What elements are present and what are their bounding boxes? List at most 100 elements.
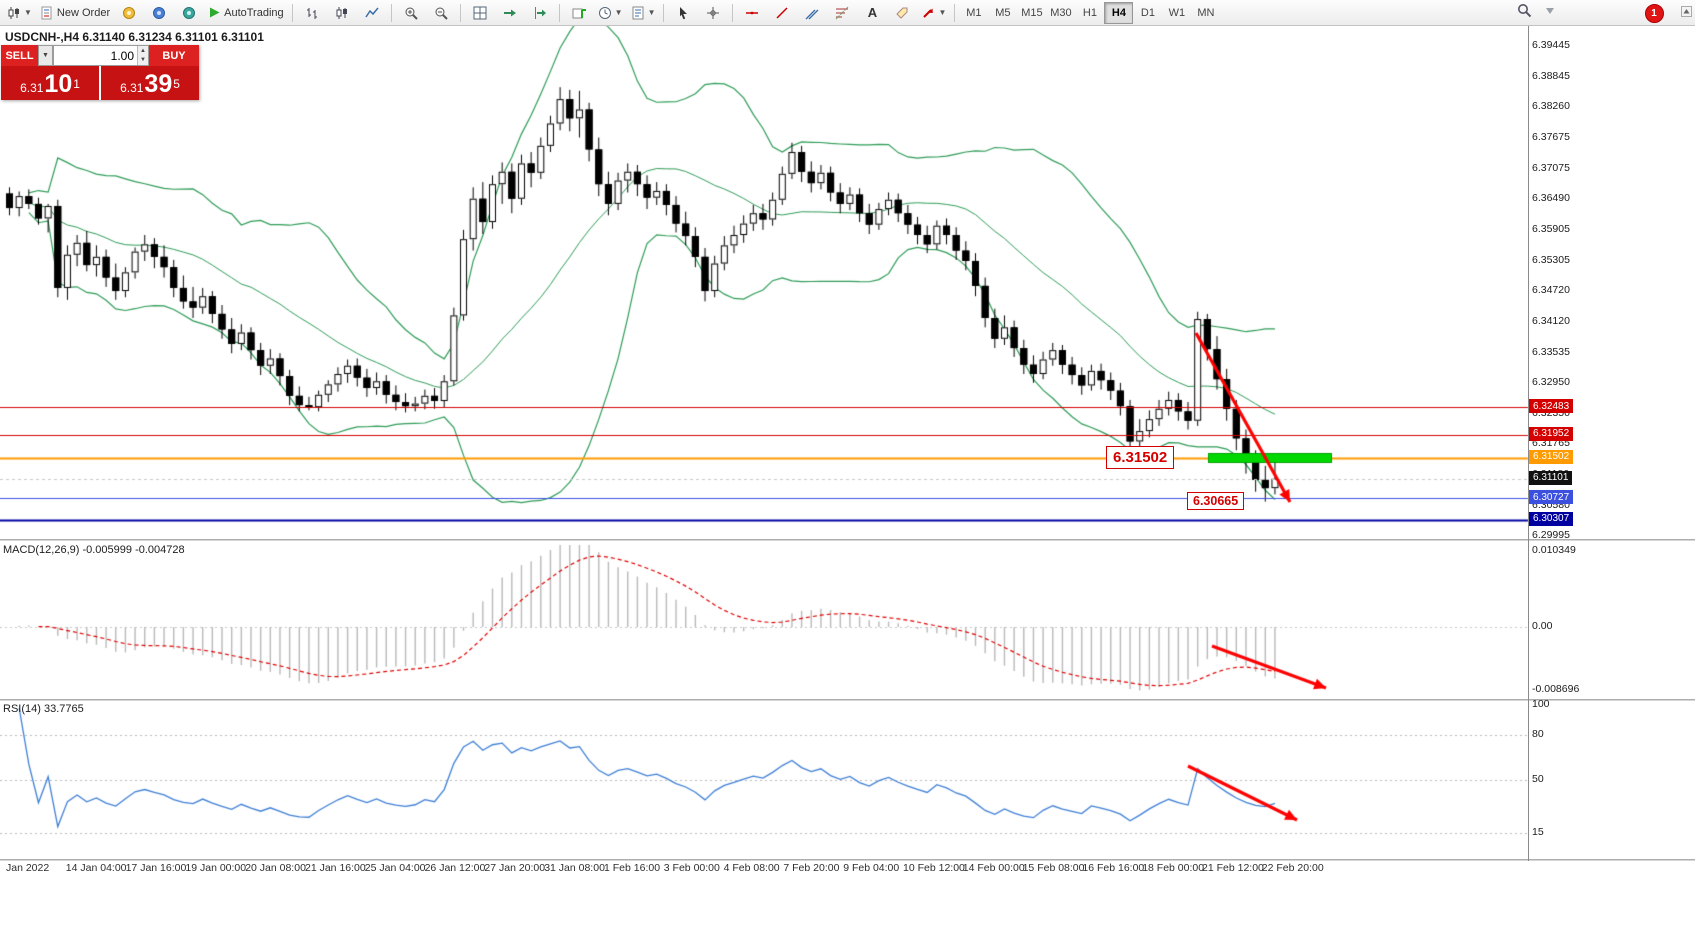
buy-price-button[interactable]: 6.31 39 5: [101, 66, 199, 100]
auto-scroll-icon: [503, 6, 517, 20]
zoom-in-button[interactable]: [396, 1, 426, 25]
horizontal-line-icon: [745, 6, 759, 20]
templates-menu-button[interactable]: ▼: [627, 1, 660, 25]
chevron-down-icon: ▼: [647, 7, 656, 17]
chevron-down-icon: ▼: [42, 52, 49, 59]
support-price-label[interactable]: 6.31502: [1106, 446, 1175, 469]
price-axis-label: 6.37675: [1532, 130, 1570, 143]
timeframe-button-m5[interactable]: M5: [995, 6, 1011, 19]
price-axis-badge: 6.32483: [1529, 399, 1574, 414]
zoom-out-icon: [434, 6, 448, 20]
candlestick-chart-icon: [7, 6, 21, 20]
channel-button[interactable]: [797, 1, 827, 25]
chevron-down-icon: ▼: [24, 7, 32, 17]
marker-button[interactable]: [1541, 2, 1559, 24]
time-axis-label: 10 Feb 12:00: [903, 862, 965, 874]
symbol-ohlc-header: USDCNH-,H4 6.31140 6.31234 6.31101 6.311…: [5, 30, 264, 44]
new-order-button[interactable]: New Order: [36, 1, 114, 25]
timeframe-button-w1[interactable]: W1: [1168, 6, 1186, 19]
timeframe-button-m1[interactable]: M1: [966, 6, 982, 19]
text-tool-button[interactable]: A: [857, 1, 887, 25]
line-chart-button[interactable]: [357, 1, 387, 25]
toolbar-separator: [663, 3, 665, 22]
timeframe-button-mn[interactable]: MN: [1197, 6, 1215, 19]
panel-splitter-rsi[interactable]: [0, 699, 1695, 701]
candlestick-button[interactable]: [327, 1, 357, 25]
price-axis-badge: 6.31101: [1529, 470, 1573, 485]
timeframe-button-h4[interactable]: H4: [1104, 1, 1134, 24]
time-axis-label: 27 Jan 20:00: [484, 862, 546, 874]
lot-decrease-button[interactable]: ▼: [138, 55, 148, 65]
sell-label: SELL: [5, 49, 34, 62]
swing-low-price-label[interactable]: 6.30665: [1187, 492, 1245, 510]
timeframe-button-m15[interactable]: M15: [1021, 6, 1043, 19]
price-axis-label: 6.34120: [1532, 315, 1570, 328]
toolbar: ▼ New Order AutoTrading ▼ ▼ A ▼ M1 M5 M15 M…: [0, 0, 1695, 26]
toolbar-separator: [390, 3, 392, 22]
panel-splitter-macd[interactable]: [0, 539, 1695, 541]
time-axis-border: [0, 859, 1695, 861]
price-axis-label: 6.38845: [1532, 70, 1570, 83]
ask-price-pips: 39: [144, 70, 173, 98]
price-axis-badge: 6.30307: [1529, 511, 1574, 526]
text-label-button[interactable]: [887, 1, 917, 25]
time-axis-label: 1 Feb 16:00: [604, 862, 661, 874]
time-axis-label: 18 Feb 00:00: [1142, 862, 1205, 874]
rsi-indicator-label: RSI(14) 33.7765: [3, 703, 84, 715]
time-axis-label: 3 Feb 00:00: [663, 862, 720, 874]
bid-price-point: 1: [73, 76, 80, 91]
scroll-up-button[interactable]: [1678, 2, 1694, 24]
time-axis-label: 9 Feb 04:00: [843, 862, 900, 874]
search-icon: [1517, 3, 1532, 23]
chevron-down-icon: ▼: [938, 7, 947, 17]
expert-advisors-button[interactable]: [114, 1, 144, 25]
add-indicator-button[interactable]: [564, 1, 594, 25]
chart-shift-button[interactable]: [525, 1, 555, 25]
time-axis-label: 22 Feb 20:00: [1261, 862, 1324, 874]
lot-increase-button[interactable]: ▲: [138, 46, 148, 56]
notification-button[interactable]: 1: [1644, 2, 1664, 24]
order-type-dropdown[interactable]: ▼: [38, 45, 53, 66]
timeframe-button-m30[interactable]: M30: [1050, 6, 1072, 19]
charts-menu-button[interactable]: ▼: [3, 1, 36, 25]
sell-price-button[interactable]: 6.31 10 1: [1, 66, 99, 100]
clock-icon: [598, 6, 612, 20]
autotrading-button[interactable]: AutoTrading: [204, 1, 288, 25]
time-axis-label: 31 Jan 08:00: [544, 862, 605, 874]
bar-chart-button[interactable]: [297, 1, 327, 25]
time-axis-label: 26 Jan 12:00: [424, 862, 486, 874]
time-axis-label: 21 Jan 16:00: [305, 862, 366, 874]
sell-button[interactable]: SELL: [1, 45, 38, 66]
cursor-icon: [676, 6, 690, 20]
buy-button[interactable]: BUY: [149, 45, 199, 66]
metaeditor-button[interactable]: [144, 1, 174, 25]
fibonacci-button[interactable]: [827, 1, 857, 25]
cursor-button[interactable]: [668, 1, 698, 25]
crosshair-button[interactable]: [698, 1, 728, 25]
timeframe-button-h1[interactable]: H1: [1082, 6, 1097, 19]
zoom-out-button[interactable]: [426, 1, 456, 25]
auto-scroll-button[interactable]: [495, 1, 525, 25]
rsi-axis-label: 100: [1532, 698, 1550, 710]
timeframe-button-d1[interactable]: D1: [1140, 6, 1155, 19]
trendline-button[interactable]: [767, 1, 797, 25]
tile-windows-button[interactable]: [465, 1, 495, 25]
arrows-menu-button[interactable]: ▼: [917, 1, 950, 25]
bar-chart-icon: [305, 6, 319, 20]
search-button[interactable]: [1513, 2, 1535, 24]
time-axis-label: 25 Jan 04:00: [364, 862, 426, 874]
price-axis-label: 6.38260: [1532, 100, 1570, 113]
scripts-button[interactable]: [174, 1, 204, 25]
time-axis-label: 20 Jan 08:00: [245, 862, 306, 874]
price-axis-badge: 6.30727: [1529, 490, 1574, 505]
period-menu-button[interactable]: ▼: [594, 1, 627, 25]
price-axis-label: 6.33535: [1532, 345, 1570, 358]
scroll-up-icon: [1680, 4, 1692, 22]
horizontal-line-button[interactable]: [737, 1, 767, 25]
lot-size-input[interactable]: [54, 46, 137, 65]
expert-advisors-icon: [122, 6, 136, 20]
arrow-shape-icon: [921, 6, 935, 20]
time-axis-label: 4 Feb 08:00: [723, 862, 780, 874]
time-axis-label: 14 Jan 04:00: [65, 862, 127, 874]
